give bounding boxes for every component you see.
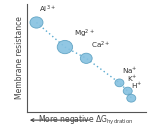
Circle shape [127, 94, 136, 102]
Text: Na$^{+}$: Na$^{+}$ [122, 65, 137, 76]
Circle shape [30, 17, 43, 28]
Text: H$^{+}$: H$^{+}$ [131, 81, 142, 91]
Circle shape [123, 87, 132, 95]
Circle shape [115, 79, 124, 87]
Text: More negative ΔG$_\mathregular{hydration}$: More negative ΔG$_\mathregular{hydration… [38, 114, 134, 127]
Text: Al$^{3+}$: Al$^{3+}$ [39, 4, 56, 15]
Y-axis label: Membrane resistance: Membrane resistance [15, 16, 24, 99]
Text: K$^{+}$: K$^{+}$ [127, 74, 137, 84]
Text: Ca$^{2+}$: Ca$^{2+}$ [91, 40, 111, 51]
Circle shape [57, 40, 73, 54]
Circle shape [80, 53, 92, 63]
Text: Mg$^{2+}$: Mg$^{2+}$ [74, 28, 95, 40]
